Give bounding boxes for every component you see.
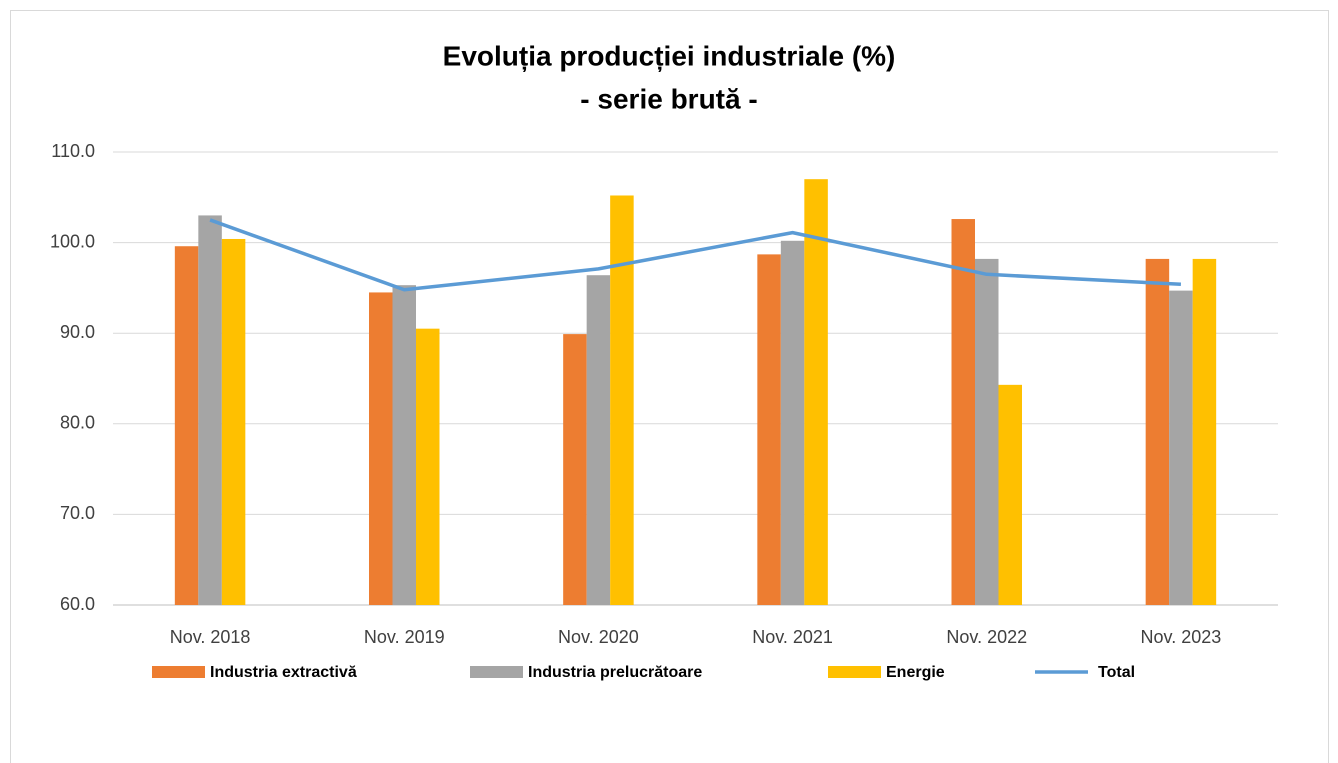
chart-subtitle: - serie brută - <box>580 83 757 114</box>
x-tick-label: Nov. 2019 <box>364 627 445 647</box>
bar <box>392 285 416 605</box>
bar <box>1192 258 1217 605</box>
legend-label: Industria extractivă <box>210 664 357 681</box>
bar <box>975 258 999 605</box>
line <box>209 218 1182 292</box>
x-tick-label: Nov. 2022 <box>946 627 1027 647</box>
bar <box>198 215 222 606</box>
bar <box>1169 290 1193 605</box>
y-tick-label: 70.0 <box>60 503 95 523</box>
y-tick-label: 110.0 <box>51 141 95 161</box>
legend-swatch <box>470 666 523 678</box>
legend-label: Total <box>1098 664 1135 681</box>
y-tick-label: 100.0 <box>50 231 95 251</box>
bar <box>610 195 634 605</box>
chart-title: Evoluția producției industriale (%) <box>443 40 896 71</box>
bar <box>951 219 975 605</box>
x-tick-label: Nov. 2018 <box>170 627 251 647</box>
legend-swatch <box>828 666 881 678</box>
legend-swatch <box>152 666 205 678</box>
y-tick-label: 60.0 <box>60 594 95 614</box>
legend-label: Energie <box>886 664 945 681</box>
bar <box>998 384 1022 605</box>
bar <box>586 275 611 605</box>
x-tick-label: Nov. 2020 <box>558 627 639 647</box>
x-tick-label: Nov. 2021 <box>752 627 833 647</box>
bar <box>369 292 393 605</box>
x-tick-label: Nov. 2023 <box>1141 627 1222 647</box>
bar <box>1145 258 1170 605</box>
bar <box>174 246 199 605</box>
bar <box>757 254 781 606</box>
bar <box>416 328 440 605</box>
bar <box>804 179 828 605</box>
y-tick-label: 90.0 <box>60 322 95 342</box>
bar <box>221 238 246 605</box>
bar <box>563 334 587 605</box>
y-tick-label: 80.0 <box>60 413 95 433</box>
legend-label: Industria prelucrătoare <box>528 664 702 681</box>
bar <box>780 240 805 605</box>
